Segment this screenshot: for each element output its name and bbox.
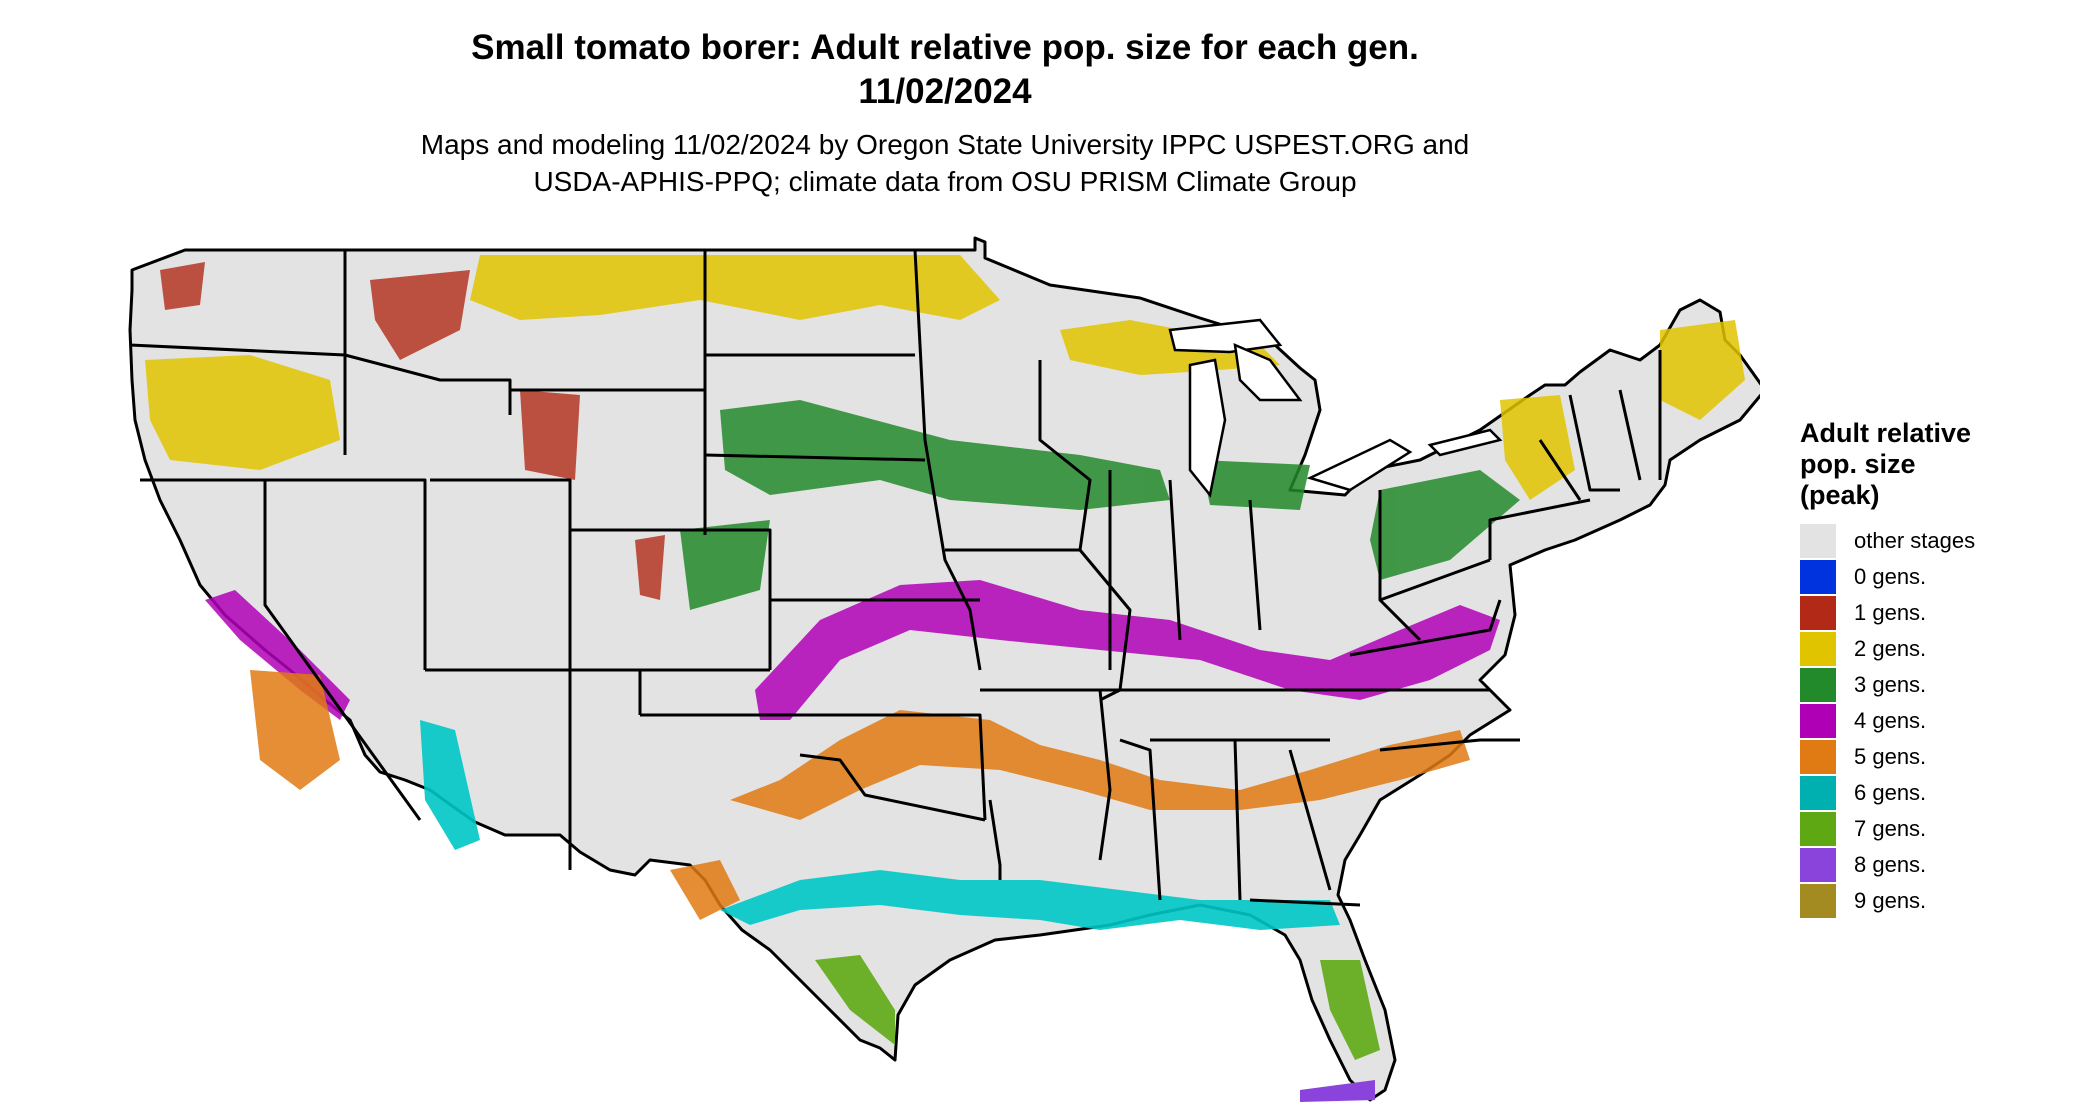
legend-item-7-gens: 7 gens. (1800, 811, 1975, 847)
legend-item-2-gens: 2 gens. (1800, 631, 1975, 667)
legend-label: 2 gens. (1854, 636, 1927, 661)
map-credit-line-2: USDA-APHIS-PPQ; climate data from OSU PR… (533, 166, 1357, 197)
legend-label: 4 gens. (1854, 708, 1927, 733)
legend-label: 9 gens. (1854, 888, 1927, 913)
legend-swatch (1800, 596, 1836, 630)
legend-swatch (1800, 848, 1836, 882)
map-date: 11/02/2024 (858, 72, 1032, 111)
legend-label: 6 gens. (1854, 780, 1927, 805)
us-generations-map (128, 236, 1760, 1102)
legend-title: Adult relative pop. size (peak) (1800, 418, 1975, 511)
great-lakes (1168, 318, 1503, 498)
band-5-gens (250, 670, 1470, 920)
band-6-gens (420, 720, 1340, 930)
map-credit-line-1: Maps and modeling 11/02/2024 by Oregon S… (420, 129, 1470, 160)
legend-swatch (1800, 812, 1836, 846)
legend-title-line-3: (peak) (1800, 480, 1880, 510)
legend-label: other stages (1854, 528, 1976, 553)
legend-item-5-gens: 5 gens. (1800, 739, 1975, 775)
legend-label: 8 gens. (1854, 852, 1927, 877)
legend-item-other-stages: other stages (1800, 523, 1975, 559)
legend-label: 3 gens. (1854, 672, 1927, 697)
map-title: Small tomato borer: Adult relative pop. … (471, 28, 1419, 67)
band-7-gens (815, 955, 1380, 1060)
legend-title-line-2: pop. size (1800, 449, 1916, 479)
legend-item-6-gens: 6 gens. (1800, 775, 1975, 811)
legend: Adult relative pop. size (peak) other st… (1800, 418, 1975, 919)
band-8-gens (1300, 1080, 1375, 1102)
legend-swatch (1800, 704, 1836, 738)
band-3-gens (680, 400, 1520, 610)
legend-swatch (1800, 884, 1836, 918)
legend-swatch (1800, 524, 1836, 558)
legend-label: 1 gens. (1854, 600, 1927, 625)
legend-swatch (1800, 632, 1836, 666)
legend-item-3-gens: 3 gens. (1800, 667, 1975, 703)
legend-swatch (1800, 776, 1836, 810)
legend-item-1-gens: 1 gens. (1800, 595, 1975, 631)
legend-item-9-gens: 9 gens. (1800, 883, 1975, 919)
state-borders (129, 249, 1662, 907)
legend-swatch (1800, 560, 1836, 594)
legend-swatch (1800, 740, 1836, 774)
legend-item-4-gens: 4 gens. (1800, 703, 1975, 739)
legend-item-0-gens: 0 gens. (1800, 559, 1975, 595)
band-1-gens (160, 262, 665, 600)
legend-label: 7 gens. (1854, 816, 1927, 841)
legend-label: 0 gens. (1854, 564, 1927, 589)
band-2-gens (145, 255, 1745, 500)
legend-title-line-1: Adult relative (1800, 418, 1972, 448)
us-landmass (128, 236, 1760, 1102)
legend-label: 5 gens. (1854, 744, 1927, 769)
legend-item-8-gens: 8 gens. (1800, 847, 1975, 883)
legend-swatch (1800, 668, 1836, 702)
